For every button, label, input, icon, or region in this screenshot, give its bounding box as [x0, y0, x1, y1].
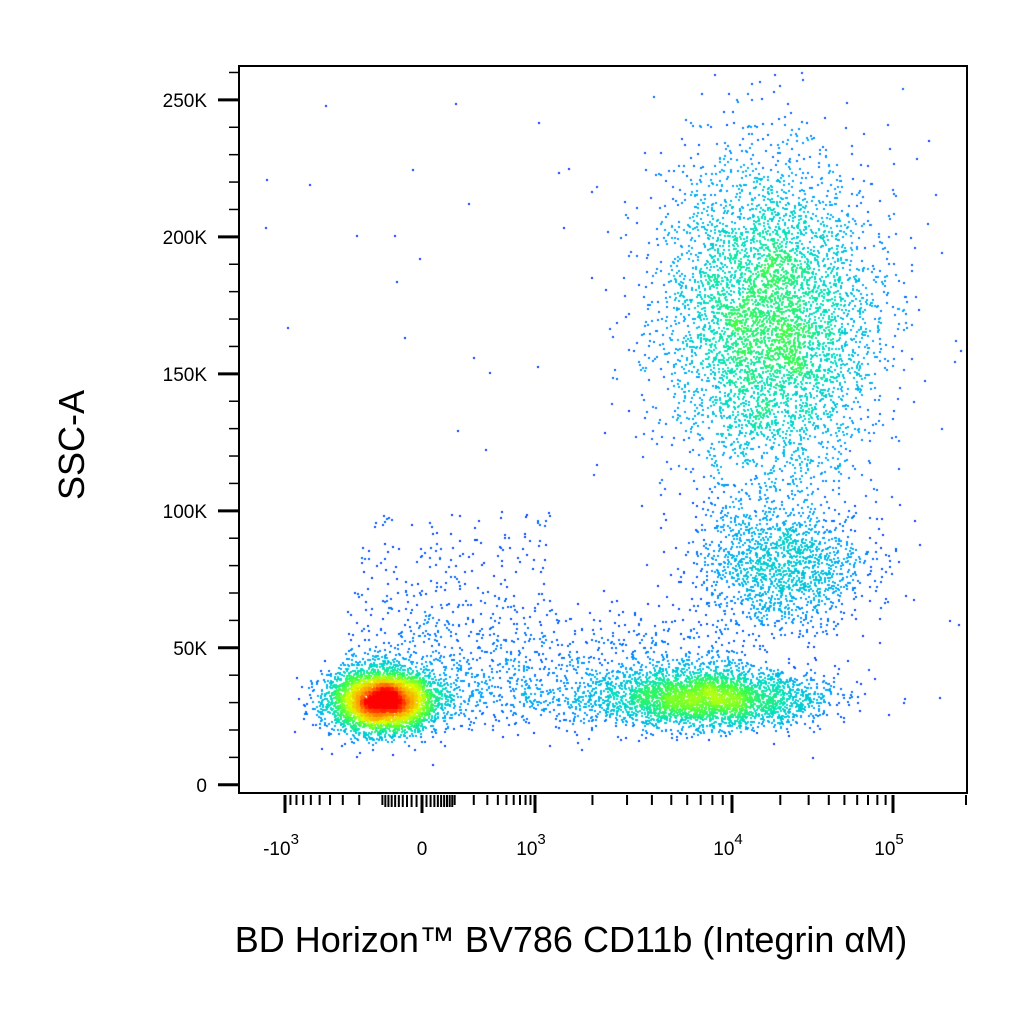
x-tick-label: 104	[713, 831, 742, 860]
x-axis: -103 0 103 104 105	[263, 795, 967, 860]
plot-frame	[238, 65, 968, 794]
y-tick-label: 200K	[163, 228, 208, 249]
x-axis-title: BD Horizon™ BV786 CD11b (Integrin αM)	[235, 919, 907, 960]
svg-text:-103: -103	[263, 831, 299, 860]
y-tick-label: 50K	[173, 639, 207, 660]
y-tick-label: 250K	[163, 91, 208, 112]
x-tick-label: 105	[874, 831, 903, 860]
svg-text:103: 103	[516, 831, 545, 860]
x-tick-label: 103	[516, 831, 545, 860]
x-tick-label: -103	[263, 831, 299, 860]
y-tick-label: 100K	[163, 502, 208, 523]
y-tick-label: 150K	[163, 365, 208, 386]
svg-text:104: 104	[713, 831, 742, 860]
svg-text:0: 0	[417, 839, 428, 860]
y-axis: 0 50K 100K 150K 200K 250K	[163, 71, 239, 797]
svg-text:105: 105	[874, 831, 903, 860]
y-tick-label: 0	[196, 776, 207, 797]
y-axis-title: SSC-A	[51, 390, 92, 500]
density-plot-area	[240, 67, 966, 793]
x-tick-label: 0	[417, 839, 428, 860]
